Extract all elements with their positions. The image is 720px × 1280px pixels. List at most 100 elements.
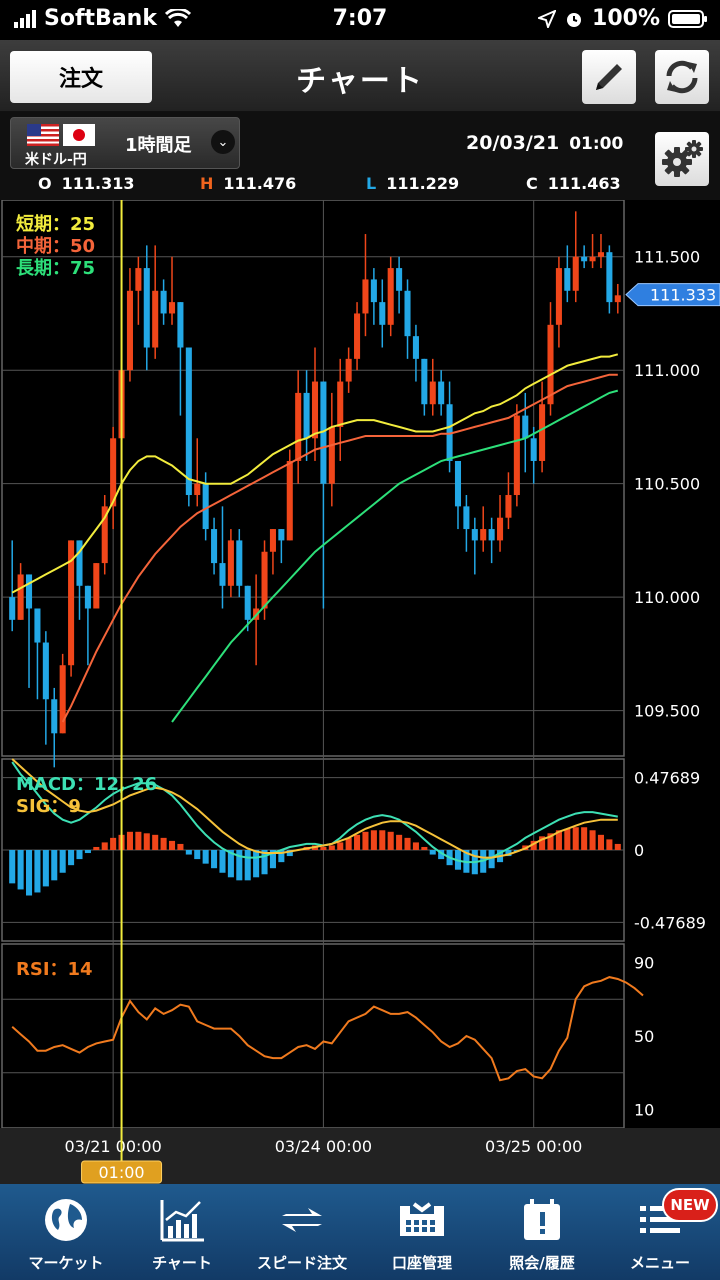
candle-body xyxy=(168,302,176,314)
refresh-icon xyxy=(666,60,698,94)
macd-hist-bar xyxy=(597,834,605,850)
candle-body xyxy=(614,295,621,303)
macd-hist-bar xyxy=(286,850,293,857)
macd-hist-bar xyxy=(84,850,91,854)
macd-hist-bar xyxy=(614,843,621,850)
candle-body xyxy=(236,540,243,586)
tab-menu-label: メニュー xyxy=(629,1254,690,1272)
macd-hist-bar xyxy=(412,842,419,850)
macd-hist-bar xyxy=(404,837,411,850)
candle-body xyxy=(404,290,411,337)
macd-hist-bar xyxy=(429,850,436,855)
ma-legend-item: 中期：50 xyxy=(16,235,95,257)
status-right: 100% xyxy=(538,6,708,31)
candle-body xyxy=(25,574,33,609)
jp-flag-icon xyxy=(63,124,95,146)
price-panel xyxy=(1,200,625,757)
macd-hist-bar xyxy=(530,840,537,850)
macd-hist-bar xyxy=(362,831,369,850)
ma-short-line xyxy=(11,353,619,594)
price-chart[interactable]: 111.500 111.000 110.500 110.000 109.500 0.476… xyxy=(0,200,720,1184)
bottom-nav: マーケット チャート スピード注文 口座管理 xyxy=(0,1184,720,1280)
macd-hist-bar xyxy=(51,850,58,881)
candle-body xyxy=(101,506,108,564)
battery-percent: 100% xyxy=(592,6,660,31)
date-tick-label: 03/24 00:00 xyxy=(275,1137,372,1156)
ma-legend-item: 長期：75 xyxy=(16,258,95,279)
candle-body xyxy=(454,460,462,507)
candle-body xyxy=(513,415,520,496)
crosshair-time-tag[interactable] xyxy=(81,1160,163,1184)
tab-history[interactable]: 照会/履歴 xyxy=(482,1184,602,1280)
ohlc-low: L 111.229 xyxy=(366,174,460,193)
tab-speed-order[interactable]: スピード注文 xyxy=(242,1184,362,1280)
candle-body xyxy=(345,358,352,382)
rsi-panel xyxy=(1,943,625,1129)
macd-hist-bar xyxy=(438,850,445,860)
bar-chart-icon xyxy=(160,1200,204,1242)
tab-speed-order-label: スピード注文 xyxy=(256,1254,347,1272)
candle-body xyxy=(177,302,184,348)
macd-hist-bar xyxy=(194,850,201,860)
candle-body xyxy=(597,252,605,257)
macd-hist-bar xyxy=(110,837,117,850)
candle-body xyxy=(51,699,58,734)
macd-hist-bar xyxy=(168,840,176,850)
macd-hist-bar xyxy=(320,846,327,850)
candle-body xyxy=(354,313,361,359)
candle-body xyxy=(446,404,453,461)
crosshair-time-label: 01:00 xyxy=(98,1163,144,1182)
candle-body xyxy=(42,642,49,700)
price-tick-label: 111.500 xyxy=(634,248,700,267)
candle-body xyxy=(589,256,596,262)
macd-hist-bar xyxy=(211,850,218,869)
wifi-icon xyxy=(164,8,191,27)
macd-tick-label: -0.47689 xyxy=(634,913,706,932)
candle-body xyxy=(110,438,117,507)
pencil-icon xyxy=(596,64,622,90)
macd-tick-label: 0.47689 xyxy=(634,769,700,788)
refresh-button[interactable] xyxy=(655,50,709,104)
price-tick-label: 110.000 xyxy=(634,588,700,607)
date-tick-label: 03/25 00:00 xyxy=(485,1137,582,1156)
candle-body xyxy=(581,256,588,262)
account-icon xyxy=(400,1202,444,1236)
price-tick-label: 109.500 xyxy=(634,702,700,721)
tab-account[interactable]: 口座管理 xyxy=(362,1184,482,1280)
macd-hist-bar xyxy=(278,850,285,863)
macd-legend: MACD：12, 26 xyxy=(16,774,157,795)
candle-body xyxy=(471,529,478,541)
tab-chart[interactable]: チャート xyxy=(122,1184,242,1280)
macd-hist-bar xyxy=(177,843,184,850)
candle-body xyxy=(143,268,150,348)
candle-body xyxy=(547,324,554,405)
candle-body xyxy=(606,252,613,303)
macd-hist-bar xyxy=(25,850,33,896)
macd-hist-bar xyxy=(227,850,234,878)
tab-market[interactable]: マーケット xyxy=(6,1184,126,1280)
macd-hist-bar xyxy=(17,850,24,890)
macd-hist-bar xyxy=(253,850,260,878)
macd-hist-bar xyxy=(101,842,108,850)
cursor-datetime: 20/03/21 01:00 xyxy=(466,132,623,154)
chevron-down-icon: ⌄ xyxy=(211,130,235,154)
cursor-time: 01:00 xyxy=(569,134,624,154)
pair-timeframe-selector[interactable]: 米ドル-円 1時間足 ⌄ xyxy=(10,117,240,169)
order-button[interactable]: 注文 xyxy=(10,51,152,103)
macd-hist-bar xyxy=(564,828,571,850)
macd-hist-bar xyxy=(379,830,386,850)
candle-body xyxy=(194,483,201,496)
macd-hist-bar xyxy=(219,850,226,873)
new-badge: NEW xyxy=(662,1188,718,1222)
chart-settings-button[interactable] xyxy=(655,132,709,186)
currency-pair: 米ドル-円 xyxy=(25,152,87,168)
candle-body xyxy=(261,551,268,609)
candle-body xyxy=(278,529,285,541)
candle-body xyxy=(572,256,579,291)
rsi-legend: RSI：14 xyxy=(16,959,93,980)
candle-body xyxy=(219,563,226,586)
candle-body xyxy=(68,540,75,666)
status-time: 7:07 xyxy=(332,6,388,31)
draw-tool-button[interactable] xyxy=(582,50,636,104)
macd-hist-bar xyxy=(337,842,344,850)
